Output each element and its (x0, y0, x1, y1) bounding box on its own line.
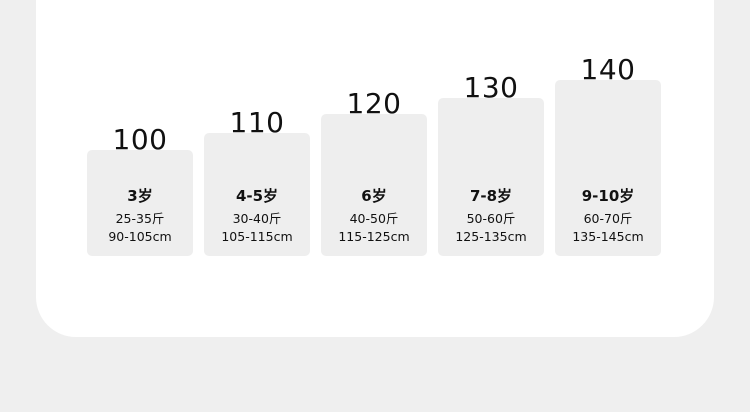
size-info: 3岁 25-35斤 90-105cm (87, 186, 193, 246)
size-column: 100 3岁 25-35斤 90-105cm (87, 118, 193, 256)
size-label: 100 (112, 123, 168, 156)
size-box (438, 98, 544, 256)
height-label: 105-115cm (221, 229, 293, 244)
size-info: 6岁 40-50斤 115-125cm (321, 186, 427, 246)
age-label: 4-5岁 (235, 187, 279, 205)
age-label: 7-8岁 (469, 187, 513, 205)
size-info: 4-5岁 30-40斤 105-115cm (204, 186, 310, 246)
age-label: 6岁 (361, 187, 387, 205)
size-label: 120 (346, 87, 402, 120)
weight-label: 60-70斤 (583, 211, 633, 226)
size-box (555, 80, 661, 256)
height-label: 125-135cm (455, 229, 527, 244)
size-column: 140 9-10岁 60-70斤 135-145cm (555, 48, 661, 256)
size-box (204, 133, 310, 256)
size-column: 110 4-5岁 30-40斤 105-115cm (204, 101, 310, 256)
weight-label: 30-40斤 (232, 211, 282, 226)
size-label: 140 (580, 53, 636, 86)
height-label: 90-105cm (108, 229, 172, 244)
age-label: 3岁 (127, 187, 153, 205)
size-info: 7-8岁 50-60斤 125-135cm (438, 186, 544, 246)
height-label: 135-145cm (572, 229, 644, 244)
weight-label: 40-50斤 (349, 211, 399, 226)
weight-label: 50-60斤 (466, 211, 516, 226)
size-box (321, 114, 427, 256)
weight-label: 25-35斤 (115, 211, 165, 226)
size-box (87, 150, 193, 256)
size-info: 9-10岁 60-70斤 135-145cm (555, 186, 661, 246)
size-column: 130 7-8岁 50-60斤 125-135cm (438, 66, 544, 256)
size-label: 110 (229, 106, 285, 139)
size-label: 130 (463, 71, 519, 104)
height-label: 115-125cm (338, 229, 410, 244)
age-label: 9-10岁 (581, 187, 635, 205)
size-column: 120 6岁 40-50斤 115-125cm (321, 82, 427, 256)
